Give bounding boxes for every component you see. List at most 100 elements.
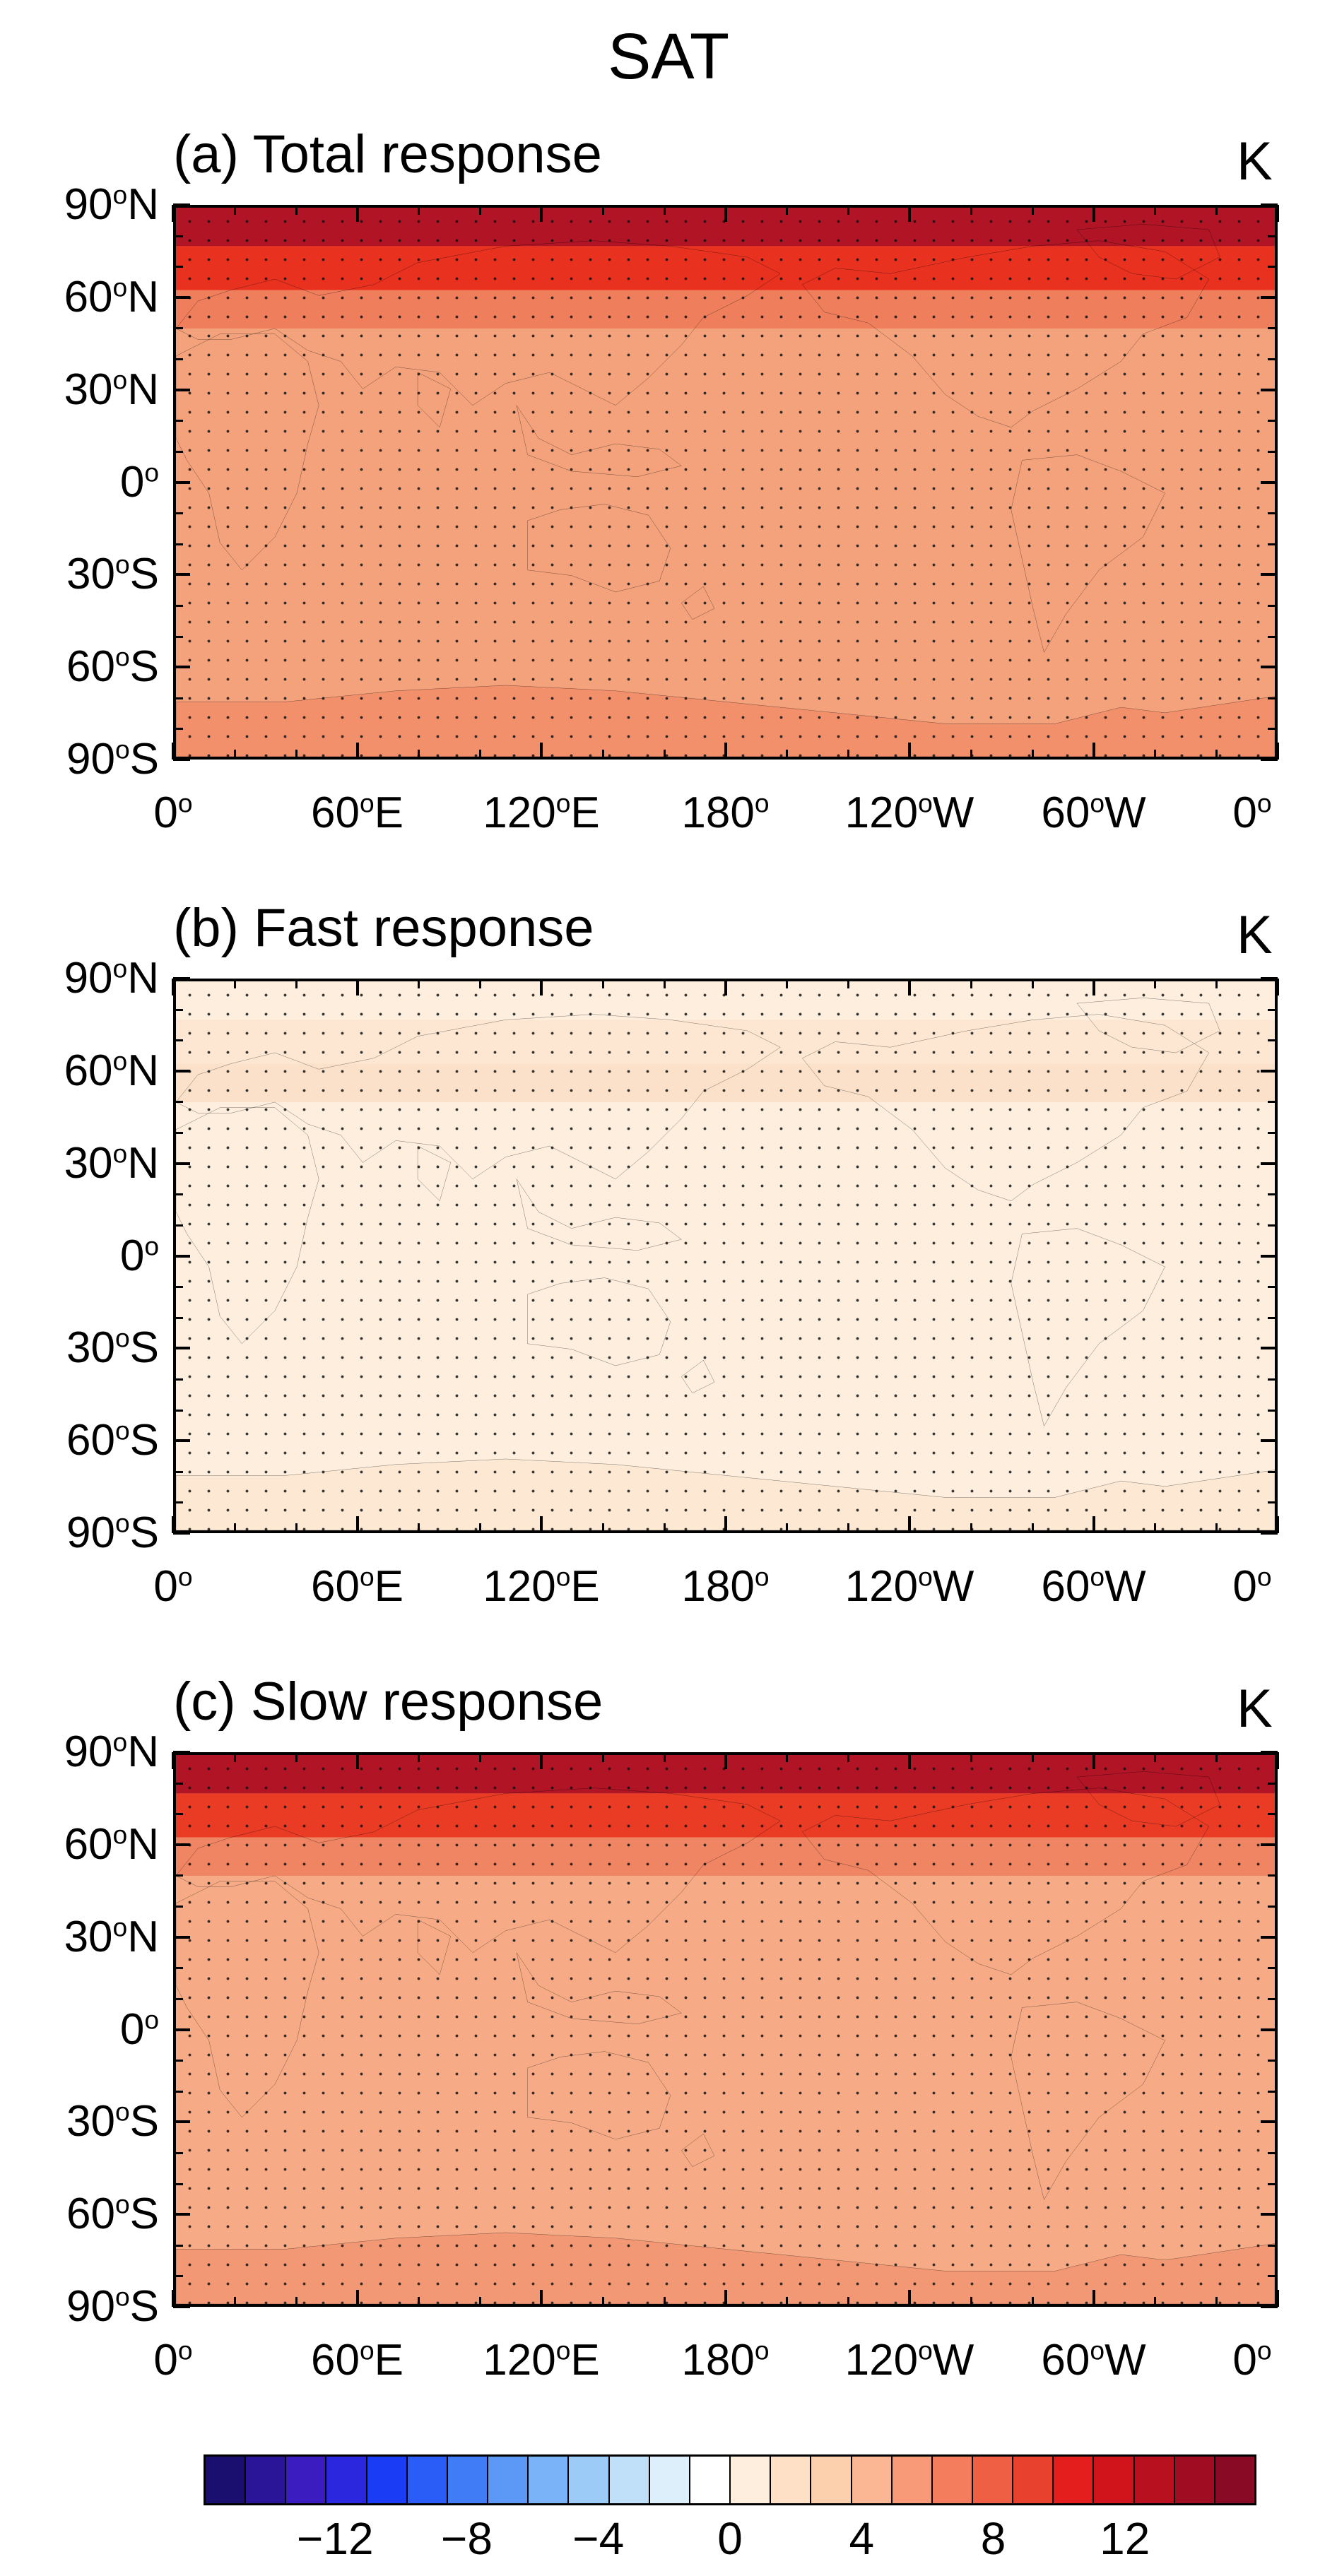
lon-tick xyxy=(1092,205,1095,222)
lat-minor-tick xyxy=(173,2151,183,2154)
lon-minor-tick xyxy=(295,205,298,215)
lon-tick xyxy=(1092,979,1095,995)
lon-minor-tick xyxy=(786,1523,789,1533)
lat-minor-tick xyxy=(173,2244,183,2247)
lat-tick xyxy=(1261,1935,1278,1939)
lat-tick-label: 90oN xyxy=(64,1727,159,1776)
lon-tick-label: 120oW xyxy=(844,788,974,837)
lat-minor-tick xyxy=(173,604,183,607)
lat-minor-tick xyxy=(1268,1132,1278,1135)
lat-minor-tick xyxy=(1268,1316,1278,1319)
lat-tick xyxy=(1261,1347,1278,1350)
lat-minor-tick xyxy=(173,543,183,545)
lon-minor-tick xyxy=(1215,1523,1218,1533)
panel-title: (c) Slow response xyxy=(173,1672,603,1732)
lon-tick xyxy=(724,1516,727,1533)
lon-minor-tick xyxy=(418,2297,420,2307)
lon-minor-tick xyxy=(663,205,666,215)
colorbar-box xyxy=(932,2457,973,2503)
lon-minor-tick xyxy=(418,1523,420,1533)
lat-tick-label: 90oS xyxy=(66,734,159,784)
lon-tick xyxy=(355,1516,359,1533)
lon-tick xyxy=(724,1752,727,1769)
lon-minor-tick xyxy=(1215,2297,1218,2307)
lon-tick-label: 60oW xyxy=(1041,2335,1146,2385)
lon-minor-tick xyxy=(233,205,236,215)
lat-tick xyxy=(173,203,190,206)
lat-minor-tick xyxy=(1268,266,1278,268)
lon-tick-label: 180o xyxy=(681,2335,770,2385)
lat-tick xyxy=(173,1751,190,1754)
lat-tick xyxy=(1261,1162,1278,1165)
lon-tick xyxy=(908,1752,911,1769)
lat-tick-label: 60oN xyxy=(64,272,159,321)
lon-minor-tick xyxy=(847,750,850,760)
lat-minor-tick xyxy=(173,1409,183,1412)
lat-minor-tick xyxy=(1268,2151,1278,2154)
lon-tick-label: 180o xyxy=(681,788,770,837)
colorbar-box xyxy=(286,2457,327,2503)
colorbar xyxy=(204,2454,1256,2505)
lon-minor-tick xyxy=(601,205,604,215)
lat-minor-tick xyxy=(1268,1101,1278,1104)
lat-tick xyxy=(1261,1069,1278,1073)
lon-tick-label: 120oE xyxy=(483,2335,600,2385)
lon-tick xyxy=(355,743,359,760)
lat-tick-label: 60oN xyxy=(64,1046,159,1095)
lon-tick xyxy=(355,979,359,995)
lon-minor-tick xyxy=(1031,1523,1034,1533)
lon-tick-label: 120oE xyxy=(483,1561,600,1611)
lat-tick xyxy=(173,1439,190,1443)
lon-tick-label: 0o xyxy=(153,788,193,837)
lat-minor-tick xyxy=(1268,2060,1278,2062)
lat-tick-label: 30oN xyxy=(64,1912,159,1961)
lat-minor-tick xyxy=(173,1039,183,1042)
lon-tick-label: 0o xyxy=(153,1561,193,1611)
lon-tick xyxy=(355,2290,359,2307)
lon-tick-label: 0o xyxy=(153,2335,193,2385)
lat-minor-tick xyxy=(1268,1813,1278,1816)
lat-tick xyxy=(1261,573,1278,577)
colorbar-box xyxy=(1013,2457,1054,2503)
lat-tick xyxy=(1261,977,1278,980)
lat-tick-label: 0o xyxy=(119,2004,159,2054)
colorbar-label: −4 xyxy=(572,2513,625,2564)
lat-tick xyxy=(1261,666,1278,669)
lat-tick xyxy=(173,1935,190,1939)
colorbar-box xyxy=(609,2457,650,2503)
lon-minor-tick xyxy=(1154,1523,1157,1533)
colorbar-box xyxy=(488,2457,529,2503)
lon-tick xyxy=(540,2290,543,2307)
lat-minor-tick xyxy=(1268,1193,1278,1196)
colorbar-box xyxy=(1215,2457,1255,2503)
colorbar-box xyxy=(407,2457,448,2503)
lat-tick-label: 90oS xyxy=(66,1508,159,1557)
lat-minor-tick xyxy=(1268,1286,1278,1289)
lat-tick-label: 30oS xyxy=(66,549,159,599)
lon-tick xyxy=(172,2290,175,2307)
lat-tick xyxy=(173,1532,190,1535)
colorbar-box xyxy=(447,2457,489,2503)
lon-minor-tick xyxy=(479,750,482,760)
lon-minor-tick xyxy=(233,979,236,988)
lat-tick xyxy=(173,1843,190,1846)
lat-minor-tick xyxy=(173,1286,183,1289)
lat-minor-tick xyxy=(1268,1409,1278,1412)
lat-tick xyxy=(173,666,190,669)
lat-minor-tick xyxy=(173,635,183,638)
lon-tick xyxy=(1276,205,1279,222)
lon-minor-tick xyxy=(847,1752,850,1762)
lon-tick xyxy=(908,1516,911,1533)
lat-minor-tick xyxy=(173,1501,183,1504)
lat-tick-label: 0o xyxy=(119,456,159,507)
lat-minor-tick xyxy=(1268,1039,1278,1042)
lon-minor-tick xyxy=(847,979,850,988)
lat-tick xyxy=(173,480,190,484)
lon-tick xyxy=(355,1752,359,1769)
lon-minor-tick xyxy=(233,1523,236,1533)
lon-minor-tick xyxy=(601,1523,604,1533)
lat-minor-tick xyxy=(1268,1008,1278,1011)
lat-tick xyxy=(1261,388,1278,391)
lat-minor-tick xyxy=(173,1967,183,1970)
lon-minor-tick xyxy=(233,2297,236,2307)
